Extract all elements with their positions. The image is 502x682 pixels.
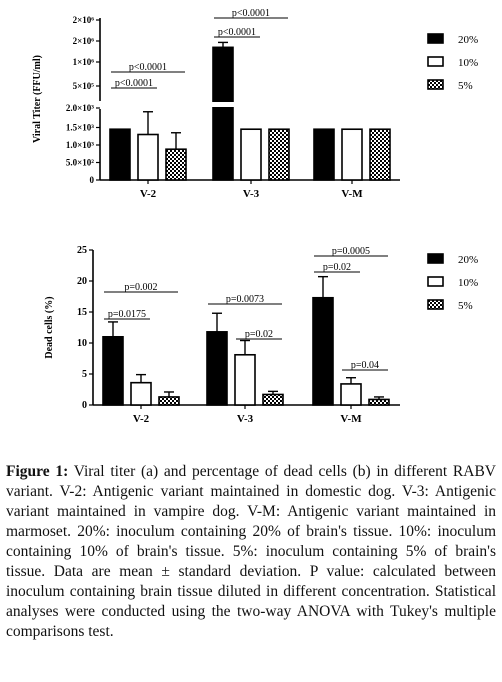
legend-swatch — [427, 79, 444, 90]
legend-label: 10% — [458, 57, 478, 69]
y-tick-label: 5.0×10² — [66, 158, 94, 168]
bar — [268, 128, 290, 181]
viral-titer-chart: Viral Titer (FFU/ml) 0 5.0×10² 1.0×10³ 1.5×1… — [32, 8, 478, 200]
legend-swatch — [427, 33, 444, 44]
bar — [158, 396, 180, 406]
bar — [312, 296, 334, 406]
x-tick-label: V-2 — [133, 413, 150, 425]
significance-label: p=0.002 — [124, 282, 157, 293]
bar — [165, 148, 187, 181]
y-tick-label: 25 — [77, 245, 87, 256]
significance-label: p<0.0001 — [129, 62, 167, 73]
legend-swatch — [427, 276, 444, 287]
y-axis-label: Dead cells (%) — [44, 296, 55, 358]
bar — [369, 128, 391, 181]
legend-label: 5% — [458, 300, 473, 312]
legend-swatch — [427, 253, 444, 264]
bar — [206, 331, 228, 406]
bar — [313, 128, 335, 181]
x-tick-label: V-M — [341, 188, 363, 200]
y-tick-label: 2×10⁶ — [73, 36, 95, 46]
legend-swatch — [427, 56, 444, 67]
significance-label: p=0.04 — [351, 360, 379, 371]
bar — [340, 383, 362, 406]
y-tick-label: 2.0×10³ — [66, 103, 94, 113]
axis-break — [94, 102, 402, 107]
y-tick-label: 0 — [90, 175, 95, 185]
y-tick-label: 2×10⁶ — [73, 15, 95, 25]
significance-label: p=0.0005 — [332, 246, 370, 257]
y-tick-label: 15 — [77, 307, 87, 318]
figure-caption: Figure 1: Viral titer (a) and percentage… — [6, 462, 496, 642]
bar — [234, 353, 256, 406]
figure-charts: Viral Titer (FFU/ml) 0 5.0×10² 1.0×10³ 1.5×1… — [32, 8, 478, 425]
bar — [368, 398, 390, 406]
x-tick-label: V-2 — [140, 188, 157, 200]
x-tick-label: V-3 — [243, 188, 260, 200]
bar — [262, 393, 284, 406]
legend-label: 20% — [458, 254, 478, 266]
bar — [137, 133, 159, 181]
x-tick-label: V-M — [340, 413, 362, 425]
legend-label: 10% — [458, 277, 478, 289]
y-tick-label: 10 — [77, 338, 87, 349]
legend-label: 5% — [458, 80, 473, 92]
bar — [240, 128, 262, 181]
significance-label: p=0.0175 — [108, 309, 146, 320]
significance-label: p<0.0001 — [232, 8, 270, 19]
y-axis-label: Viral Titer (FFU/ml) — [32, 55, 43, 143]
y-tick-label: 1.5×10³ — [66, 123, 94, 133]
dead-cells-chart: Dead cells (%) 0 5 10 15 20 25 V-2 V-3 V-M p=0.002… — [44, 245, 478, 425]
caption-text: Viral titer (a) and percentage of dead c… — [6, 463, 496, 640]
bar — [102, 335, 124, 406]
legend-label: 20% — [458, 34, 478, 46]
significance-label: p=0.0073 — [226, 294, 264, 305]
bar — [130, 381, 152, 406]
y-tick-label: 1.0×10³ — [66, 140, 94, 150]
y-tick-label: 0 — [82, 400, 87, 411]
y-tick-label: 5 — [82, 369, 87, 380]
caption-label: Figure 1: — [6, 463, 69, 480]
bar — [212, 46, 234, 181]
significance-label: p<0.0001 — [115, 78, 153, 89]
significance-label: p<0.0001 — [218, 27, 256, 38]
significance-label: p=0.02 — [323, 262, 351, 273]
y-tick-label: 5×10⁵ — [73, 81, 95, 91]
bar — [109, 128, 131, 181]
y-tick-label: 20 — [77, 276, 87, 287]
bar — [341, 128, 363, 181]
x-tick-label: V-3 — [237, 413, 254, 425]
legend-swatch — [427, 299, 444, 310]
y-tick-label: 1×10⁶ — [73, 57, 95, 67]
significance-label: p=0.02 — [245, 329, 273, 340]
